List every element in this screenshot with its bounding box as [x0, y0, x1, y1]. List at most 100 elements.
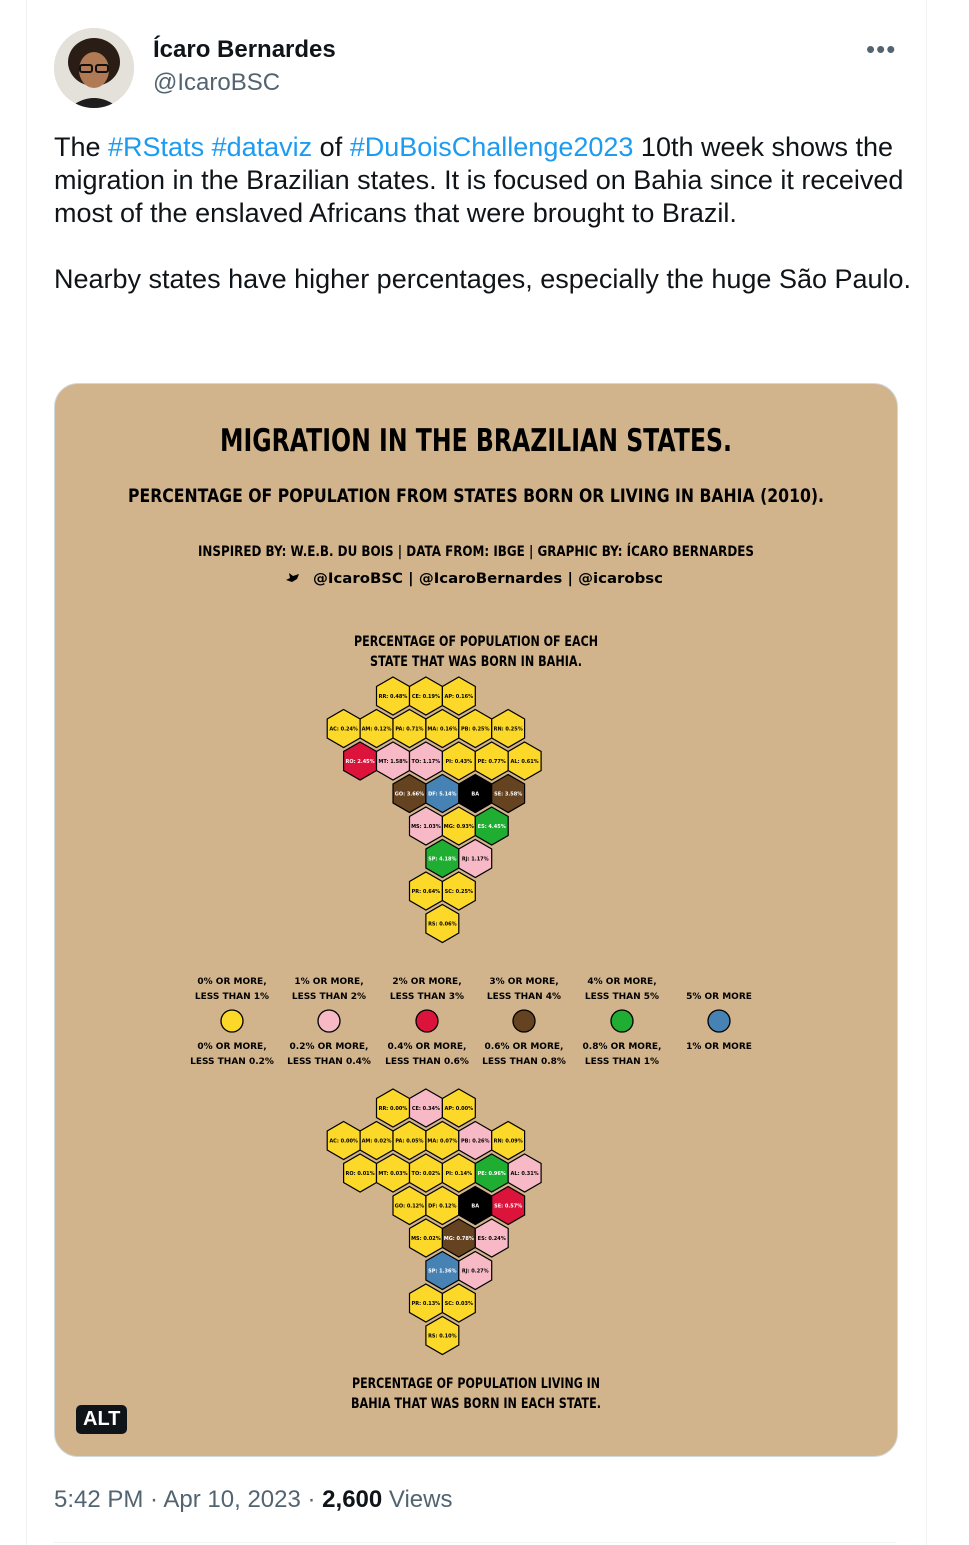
- hex-state-al: AL: 0.61%: [507, 741, 542, 781]
- legend-swatch: [415, 1009, 439, 1033]
- hex-label: BA: [471, 1204, 479, 1210]
- hex-label: SC: 0.03%: [445, 1301, 473, 1307]
- hex-state-sc: SC: 0.03%: [441, 1283, 476, 1323]
- hex-state-ms: MS: 1.03%: [408, 806, 443, 846]
- hex-label: PR: 0.64%: [412, 889, 441, 895]
- hex-label: BA: [471, 792, 479, 798]
- legend-item-yellow: 0% OR MORE, LESS THAN 1% 0% OR MORE, LESS T…: [190, 977, 274, 1067]
- alt-text-button[interactable]: ALT: [76, 1405, 128, 1434]
- legend-bottom-line1: 0.8% OR MORE,: [583, 1042, 662, 1052]
- hex-shape: [425, 903, 460, 944]
- hashtag-dataviz[interactable]: #dataviz: [211, 132, 313, 162]
- hex-state-pe: PE: 0.77%: [474, 741, 509, 781]
- hex-shape: [474, 806, 509, 846]
- hex-label: PI: 0.14%: [446, 1171, 473, 1177]
- hashtag-rstats[interactable]: #RStats: [108, 132, 205, 162]
- hex-state-pr: PR: 0.13%: [408, 1283, 443, 1323]
- hex-label: PR: 0.13%: [412, 1301, 441, 1307]
- hex-shape: [441, 871, 476, 911]
- hex-state-es: ES: 0.24%: [474, 1218, 509, 1258]
- hex-state-ce: CE: 0.34%: [408, 1088, 443, 1128]
- author-handle[interactable]: @IcaroBSC: [153, 69, 281, 96]
- legend-bottom-line2: LESS THAN 0.6%: [385, 1057, 469, 1067]
- tweet-image[interactable]: MIGRATION IN THE BRAZILIAN STATES. PERCE…: [54, 383, 898, 1457]
- legend-bottom-line1: 0.4% OR MORE,: [388, 1042, 467, 1052]
- hex-state-rn: RN: 0.09%: [491, 1120, 526, 1161]
- hex-label: RS: 0.06%: [428, 922, 457, 928]
- legend-swatch: [707, 1009, 731, 1033]
- hex-state-pi: PI: 0.14%: [441, 1153, 476, 1193]
- hex-state-ac: AC: 0.24%: [326, 708, 361, 749]
- hex-label: MS: 1.03%: [411, 824, 441, 830]
- map2-title-line1: PERCENTAGE OF POPULATION LIVING IN: [352, 1376, 600, 1392]
- divider: [54, 1542, 896, 1543]
- more-options-icon[interactable]: •••: [866, 34, 897, 64]
- hex-state-pr: PR: 0.64%: [408, 871, 443, 911]
- map1-title-line2: STATE THAT WAS BORN IN BAHIA.: [370, 654, 582, 670]
- hex-state-rs: RS: 0.06%: [425, 903, 460, 944]
- hex-shape: [507, 741, 542, 781]
- hex-state-rj: RJ: 1.17%: [458, 838, 493, 879]
- hex-shape: [491, 1120, 526, 1161]
- hex-state-rr: RR: 0.48%: [375, 676, 411, 716]
- hex-state-mg: MG: 0.93%: [441, 806, 476, 846]
- hex-label: CE: 0.19%: [412, 694, 440, 700]
- legend-top-line1: 4% OR MORE,: [587, 977, 656, 987]
- legend-top-line2: LESS THAN 4%: [487, 992, 561, 1002]
- legend-top-line2: LESS THAN 3%: [390, 992, 464, 1002]
- hex-label: RJ: 0.27%: [462, 1269, 489, 1275]
- legend-swatch: [512, 1009, 536, 1033]
- hex-label: ES: 4.45%: [478, 824, 506, 830]
- legend-item-blue: 5% OR MORE 1% OR MORE: [686, 992, 752, 1052]
- hex-label: CE: 0.34%: [412, 1106, 440, 1112]
- hex-label: PE: 0.96%: [478, 1171, 506, 1177]
- hex-shape: [491, 708, 526, 749]
- tweet-date[interactable]: Apr 10, 2023: [163, 1486, 301, 1513]
- hex-state-pb: PB: 0.26%: [458, 1120, 493, 1161]
- author-name[interactable]: Ícaro Bernardes: [153, 36, 336, 63]
- hex-state-rr: RR: 0.00%: [375, 1088, 411, 1128]
- hex-label: DF: 5.14%: [428, 792, 456, 798]
- hex-label: PE: 0.77%: [478, 759, 506, 765]
- hashtag-duboischallenge[interactable]: #DuBoisChallenge2023: [349, 132, 634, 162]
- hex-shape: [441, 1283, 476, 1323]
- tweet-time[interactable]: 5:42 PM: [54, 1486, 144, 1513]
- legend-top-line1: 0% OR MORE,: [197, 977, 266, 987]
- hex-label: PI: 0.43%: [446, 759, 473, 765]
- hex-state-pe: PE: 0.96%: [474, 1153, 509, 1193]
- hex-state-go: GO: 3.66%: [392, 773, 427, 814]
- hex-state-df: DF: 5.14%: [425, 773, 460, 814]
- legend-bottom-line2: LESS THAN 0.2%: [190, 1057, 274, 1067]
- views-count: 2,600: [322, 1486, 383, 1513]
- infographic-subtitle: PERCENTAGE OF POPULATION FROM STATES BOR…: [128, 485, 824, 507]
- hex-label: RR: 0.48%: [379, 694, 408, 700]
- hex-state-rn: RN: 0.25%: [491, 708, 526, 749]
- hex-label: PA: 0.05%: [395, 1139, 423, 1145]
- avatar[interactable]: [54, 28, 134, 108]
- hex-state-mg: MG: 0.78%: [441, 1218, 476, 1258]
- legend-top-line2: LESS THAN 2%: [292, 992, 366, 1002]
- hex-shape: [474, 1218, 509, 1258]
- hex-state-ro: RO: 2.45%: [343, 741, 378, 781]
- hex-label: AL: 0.61%: [511, 759, 539, 765]
- avatar-photo: [54, 28, 134, 108]
- hex-state-pb: PB: 0.25%: [458, 708, 493, 749]
- hex-state-ap: AP: 0.00%: [441, 1088, 476, 1128]
- hex-state-to: TO: 0.02%: [408, 1153, 443, 1193]
- hex-shape: [458, 838, 493, 879]
- hex-label: MS: 0.02%: [411, 1236, 441, 1242]
- legend-top-line1: 2% OR MORE,: [392, 977, 461, 987]
- legend-bottom-line1: 0% OR MORE,: [197, 1042, 266, 1052]
- hex-label: GO: 0.12%: [395, 1204, 424, 1210]
- hex-shape: [491, 1185, 526, 1226]
- social-handles: @IcaroBSC | @IcaroBernardes | @icarobsc: [313, 571, 663, 587]
- hex-state-rs: RS: 0.10%: [425, 1315, 460, 1356]
- legend-top-line2: LESS THAN 1%: [195, 992, 269, 1002]
- legend-bottom-line1: 0.6% OR MORE,: [485, 1042, 564, 1052]
- hex-label: PA: 0.71%: [395, 727, 423, 733]
- hex-label: AM: 0.12%: [362, 727, 392, 733]
- separator: ·: [143, 1486, 164, 1513]
- legend-top-line2: LESS THAN 5%: [585, 992, 659, 1002]
- hex-state-ce: CE: 0.19%: [408, 676, 443, 716]
- hex-label: ES: 0.24%: [478, 1236, 506, 1242]
